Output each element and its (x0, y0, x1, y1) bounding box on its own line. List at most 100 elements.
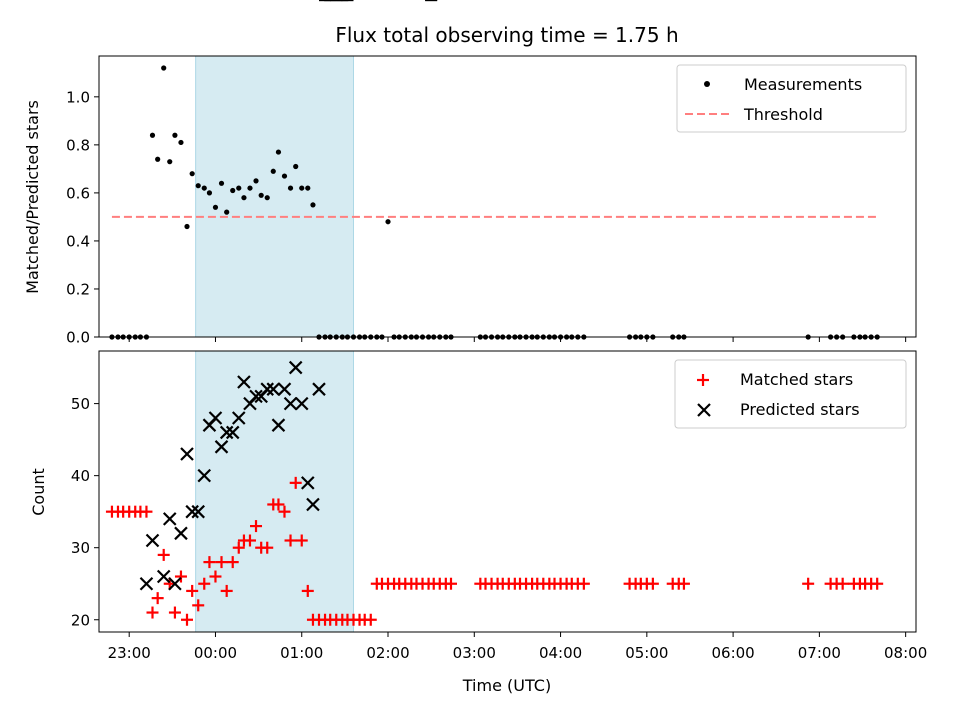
x-axis-label: Time (UTC) (462, 676, 551, 695)
matched-point (871, 577, 884, 590)
predicted-point (312, 382, 326, 396)
bottom-x-ticks: 23:00 00:00 01:00 02:00 03:00 04:00 05:00 06:00… (108, 632, 927, 662)
x-tick-label: 04:00 (539, 644, 582, 662)
predicted-point-b (139, 576, 154, 591)
predicted-point-b (277, 382, 292, 396)
predicted-point-b (191, 504, 205, 519)
matched-point (272, 498, 285, 511)
predicted-point (174, 526, 188, 541)
predicted-point-b (214, 440, 229, 454)
predicted-point (185, 504, 199, 519)
matched-point (278, 505, 291, 518)
matched-point (209, 570, 222, 583)
predicted-point (237, 375, 251, 389)
matched-point (220, 584, 233, 597)
y-tick-label: 0.0 (66, 329, 90, 347)
x-tick-label: 00:00 (194, 644, 237, 662)
predicted-point (271, 418, 286, 432)
legend-predicted-label: Predicted stars (740, 400, 860, 419)
measurement-point (310, 202, 316, 208)
matched-point (289, 476, 302, 489)
measurement-point (195, 183, 201, 189)
predicted-point (219, 425, 234, 440)
predicted-point-b (231, 411, 246, 425)
top-legend: Measurements Threshold (676, 64, 907, 133)
predicted-point (306, 497, 320, 512)
matched-point (646, 577, 659, 590)
matched-point (250, 520, 263, 533)
predicted-point-b (168, 576, 182, 591)
chart-title: Flux total observing time = 1.75 h (335, 23, 678, 47)
predicted-point-b (301, 476, 315, 490)
measurement-point (149, 132, 156, 138)
measurement-point (305, 185, 311, 191)
measurement-point (161, 65, 167, 71)
measurement-point (230, 187, 236, 194)
predicted-point (266, 382, 281, 396)
predicted-point-b (185, 504, 199, 519)
predicted-point-b (197, 468, 212, 483)
predicted-point (168, 576, 182, 591)
y-tick-label: 0.2 (66, 280, 90, 298)
legend-measurements-label: Measurements (744, 75, 862, 94)
top-axes-frame (98, 55, 917, 338)
bottom-axes-frame (98, 350, 917, 633)
predicted-point-b (260, 382, 275, 396)
y-tick-label: 30 (71, 539, 90, 557)
matched-point (301, 584, 314, 597)
measurement-point (253, 178, 259, 184)
top-highlight-band (195, 55, 355, 338)
bottom-panel: 20 30 40 50 23:00 00:00 01:00 02:00 03:00 04:00 0… (29, 0, 927, 695)
measurement-point (275, 149, 282, 155)
measurement-point (258, 192, 264, 198)
y-tick-label: 20 (71, 611, 90, 629)
predicted-point-b (156, 569, 171, 584)
measurement-point (201, 185, 207, 191)
matched-point (186, 584, 199, 597)
measurement-point (178, 139, 184, 146)
predicted-point (288, 360, 303, 375)
legend-matched-label: Matched stars (740, 370, 853, 389)
measurement-point (218, 180, 225, 186)
matched-point (226, 556, 239, 569)
measurement-point (287, 185, 294, 191)
matched-point (802, 577, 815, 590)
y-tick-label: 40 (71, 467, 90, 485)
measurement-point (184, 223, 190, 230)
predicted-points (139, 0, 438, 591)
predicted-point-b (219, 425, 234, 440)
predicted-point (197, 468, 212, 483)
predicted-point (283, 396, 298, 411)
x-tick-label: 05:00 (625, 644, 668, 662)
predicted-point (249, 389, 263, 404)
y-tick-label: 1.0 (66, 88, 90, 106)
legend-predicted-marker (697, 403, 711, 417)
predicted-point-b (208, 411, 223, 425)
predicted-point-b (162, 512, 177, 526)
matched-point (364, 613, 377, 626)
y-tick-label: 0.4 (66, 232, 90, 250)
predicted-point-b (283, 396, 298, 411)
predicted-point (277, 382, 292, 396)
matched-points (105, 476, 884, 626)
matched-point (243, 534, 256, 547)
matched-point (677, 577, 690, 590)
bottom-legend-frame (674, 359, 907, 429)
matched-point (215, 556, 228, 569)
matched-point (232, 541, 245, 554)
top-x-ticks (128, 337, 907, 342)
matched-point (577, 577, 590, 590)
predicted-point-b (294, 396, 309, 411)
top-legend-frame (676, 64, 907, 133)
top-y-axis-label: Matched/Predicted stars (23, 100, 42, 294)
measurement-point (212, 204, 219, 210)
y-tick-label: 0.6 (66, 184, 90, 202)
matched-point (151, 592, 164, 605)
x-tick-label: 06:00 (711, 644, 754, 662)
matched-point (180, 613, 193, 626)
predicted-point (145, 533, 160, 548)
matched-point (146, 606, 159, 619)
matched-point (198, 577, 211, 590)
measurement-point (281, 173, 288, 179)
